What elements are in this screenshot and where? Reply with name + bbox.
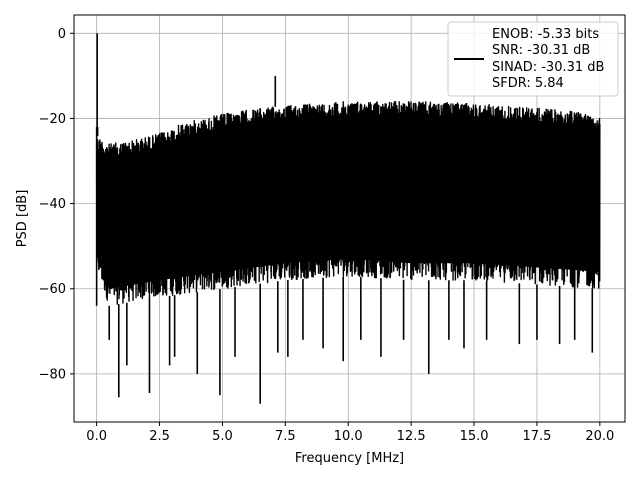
y-tick-label: −60	[39, 282, 66, 297]
x-tick-label: 20.0	[585, 429, 614, 444]
x-tick-label: 7.5	[275, 429, 296, 444]
legend-line-snr: SNR: -30.31 dB	[492, 43, 590, 58]
psd-dense-band	[96, 114, 600, 289]
legend: ENOB: -5.33 bits SNR: -30.31 dB SINAD: -…	[447, 21, 619, 97]
legend-box	[447, 21, 619, 97]
axes-frame	[73, 14, 626, 423]
x-tick-label: 2.5	[149, 429, 170, 444]
x-tick-label: 12.5	[397, 429, 426, 444]
y-tick-label: −80	[39, 367, 66, 382]
y-axis-ticks: 0 −20 −40 −60 −80	[39, 27, 74, 382]
y-tick-label: −20	[39, 112, 66, 127]
y-axis-label: PSD [dB]	[15, 190, 30, 248]
x-tick-label: 15.0	[460, 429, 489, 444]
x-tick-label: 17.5	[522, 429, 551, 444]
x-tick-label: 0.0	[86, 429, 107, 444]
legend-line-sinad: SINAD: -30.31 dB	[492, 60, 604, 75]
legend-line-sfdr: SFDR: 5.84	[492, 76, 564, 91]
psd-trace	[95, 100, 601, 305]
y-tick-label: −40	[39, 197, 66, 212]
x-axis-ticks: 0.0 2.5 5.0 7.5 10.0 12.5 15.0 17.5 20.0	[86, 422, 614, 444]
x-axis-label: Frequency [MHz]	[295, 451, 404, 466]
x-tick-label: 10.0	[334, 429, 363, 444]
x-tick-label: 5.0	[212, 429, 233, 444]
legend-line-enob: ENOB: -5.33 bits	[492, 27, 599, 42]
y-tick-label: 0	[58, 27, 66, 42]
plot-area	[95, 33, 601, 404]
